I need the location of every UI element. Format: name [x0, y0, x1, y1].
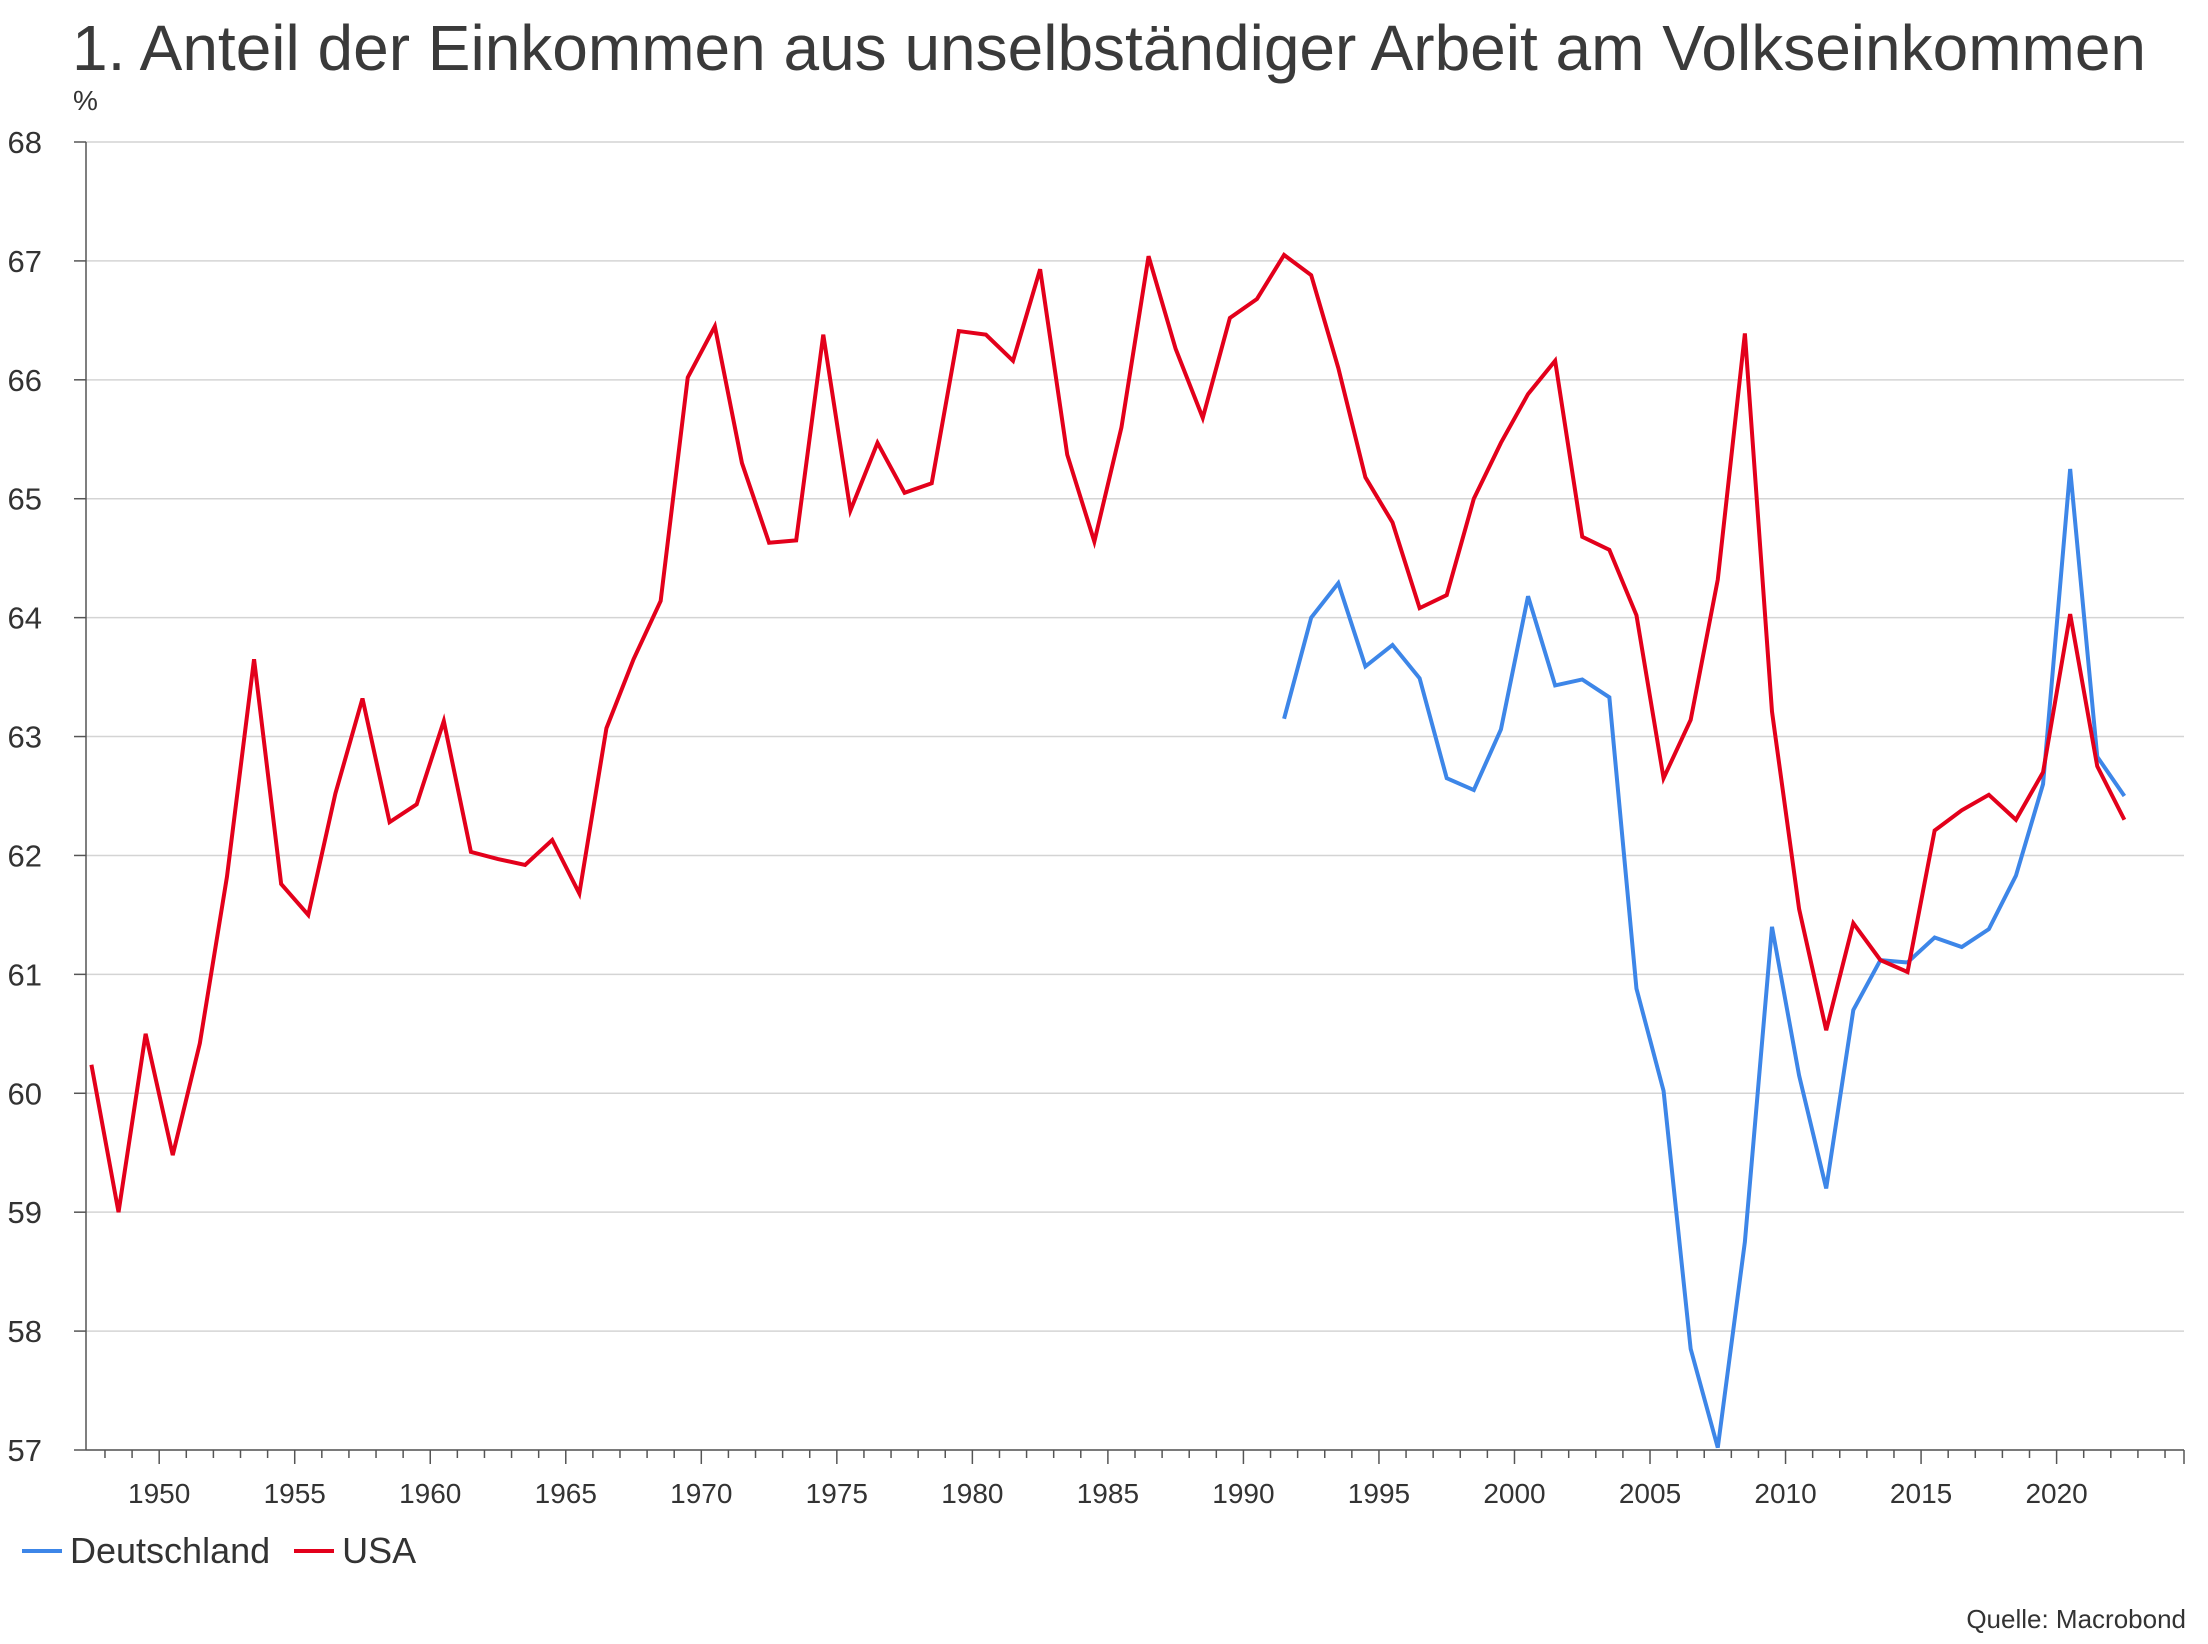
x-tick-label-1970: 1970	[670, 1478, 732, 1509]
x-axis-ticks: 1950 1955 1960 1965 1970 1975 1980 1985 1990 1995…	[104, 1450, 2185, 1509]
y-tick-label-66: 66	[8, 363, 42, 398]
y-tick-label-60: 60	[8, 1076, 42, 1111]
x-tick-label-2015: 2015	[1890, 1478, 1952, 1509]
x-tick-label-1960: 1960	[399, 1478, 461, 1509]
y-tick-label-63: 63	[8, 720, 42, 755]
series-line-usa	[89, 252, 2127, 1213]
x-tick-label-1980: 1980	[941, 1478, 1003, 1509]
y-tick-label-64: 64	[8, 601, 42, 636]
y-tick-label-65: 65	[8, 482, 42, 517]
legend: Deutschland USA	[22, 1530, 440, 1572]
x-tick-label-1965: 1965	[535, 1478, 597, 1509]
x-tick-label-2020: 2020	[2025, 1478, 2087, 1509]
x-tick-label-2010: 2010	[1754, 1478, 1816, 1509]
y-tick-label-57: 57	[8, 1433, 42, 1468]
y-tick-label-67: 67	[8, 244, 42, 279]
legend-swatch-usa	[294, 1549, 335, 1553]
x-tick-label-1990: 1990	[1212, 1478, 1274, 1509]
gridlines	[86, 141, 2184, 1451]
x-tick-label-1995: 1995	[1348, 1478, 1410, 1509]
legend-swatch-deutschland	[22, 1549, 62, 1553]
y-axis-unit-label: %	[73, 85, 98, 116]
y-tick-label-61: 61	[8, 957, 42, 992]
y-tick-label-58: 58	[8, 1314, 42, 1349]
legend-item-usa[interactable]: USA	[294, 1530, 416, 1572]
series-lines	[89, 252, 2127, 1449]
legend-label-deutschland: Deutschland	[70, 1530, 271, 1571]
y-axis-ticks: 57 58 59 60 61 62 63 64 65 66 67 68	[8, 125, 86, 1468]
x-tick-label-1955: 1955	[264, 1478, 326, 1509]
y-tick-label-59: 59	[8, 1195, 42, 1230]
series-line-deutschland	[1282, 468, 2127, 1449]
x-tick-label-1950: 1950	[128, 1478, 190, 1509]
source-note: Quelle: Macrobond	[1966, 1604, 2186, 1634]
x-tick-label-1975: 1975	[806, 1478, 868, 1509]
legend-item-deutschland[interactable]: Deutschland	[22, 1530, 270, 1572]
legend-label-usa: USA	[342, 1530, 417, 1571]
x-tick-label-1985: 1985	[1077, 1478, 1139, 1509]
x-tick-label-2000: 2000	[1483, 1478, 1545, 1509]
y-tick-label-68: 68	[8, 125, 42, 160]
chart-title: 1. Anteil der Einkommen aus unselbständi…	[72, 12, 2146, 84]
x-tick-label-2005: 2005	[1619, 1478, 1681, 1509]
y-tick-label-62: 62	[8, 838, 42, 873]
